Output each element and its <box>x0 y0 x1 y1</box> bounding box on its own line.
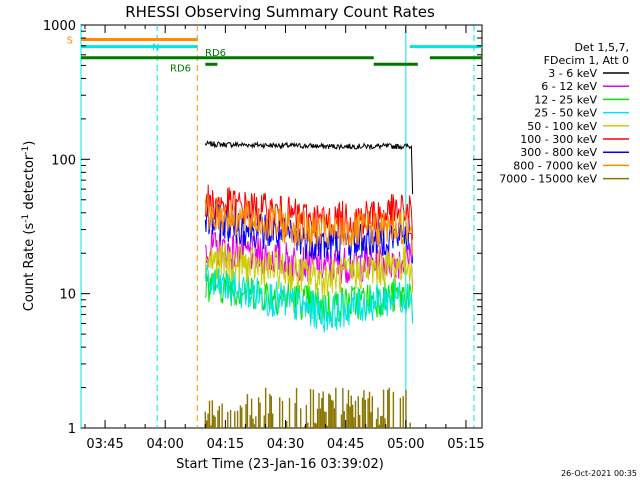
state-label-3: RD6 <box>170 63 191 74</box>
x-tick-label: 04:30 <box>267 437 304 452</box>
legend-label-6-12-kev: 6 - 12 keV <box>541 80 597 93</box>
series-3-6-kev <box>204 140 414 195</box>
legend-label-12-25-kev: 12 - 25 keV <box>534 93 597 106</box>
legend-label-800-7000-kev: 800 - 7000 keV <box>513 159 597 172</box>
legend-header-1: Det 1,5,7, <box>574 41 629 54</box>
legend-label-100-300-kev: 100 - 300 keV <box>520 133 597 146</box>
legend-label-25-50-kev: 25 - 50 keV <box>534 107 597 120</box>
x-tick-label: 05:15 <box>447 437 484 452</box>
chart-title: RHESSI Observing Summary Count Rates <box>125 3 435 21</box>
state-label-1: N <box>152 43 159 54</box>
y-axis: 1 10 100 1000 <box>43 19 482 437</box>
series-25-50-kev <box>204 264 414 333</box>
legend-label-50-100-kev: 50 - 100 keV <box>527 120 597 133</box>
series-7000-15000-kev <box>204 387 411 428</box>
x-tick-label: 04:45 <box>327 437 364 452</box>
legend-label-300-800-kev: 300 - 800 keV <box>520 146 597 159</box>
x-axis: 03:45 04:00 04:15 04:30 04:45 05:00 05:15 <box>84 25 485 452</box>
legend-label-7000-15000-kev: 7000 - 15000 keV <box>499 173 597 186</box>
legend-header-2: FDecim 1, Att 0 <box>544 54 629 67</box>
x-tick-label: 04:15 <box>207 437 244 452</box>
series-50-100-kev <box>204 243 414 297</box>
y-axis-label-sup1: -1 <box>21 214 31 223</box>
series-layer <box>204 140 414 428</box>
x-axis-label: Start Time (23-Jan-16 03:39:02) <box>176 457 384 472</box>
x-tick-label: 04:00 <box>146 437 183 452</box>
y-tick-label: 1000 <box>43 19 76 34</box>
y-tick-label: 10 <box>59 288 76 303</box>
series-100-300-kev <box>204 184 414 240</box>
y-axis-label-main: Count Rate (s <box>22 223 37 312</box>
vertical-markers <box>80 25 475 428</box>
state-label-2: RD6 <box>205 48 226 59</box>
generation-timestamp: 26-Oct-2021 00:35 <box>561 469 637 478</box>
y-axis-label-sup2: -1 <box>21 146 31 155</box>
state-label-0: S <box>67 35 73 46</box>
x-tick-label: 05:00 <box>387 437 424 452</box>
x-tick-label: 03:45 <box>86 437 123 452</box>
y-axis-label-end: ) <box>22 141 37 146</box>
y-axis-label-mid: detector <box>22 154 37 214</box>
legend-label-3-6-kev: 3 - 6 keV <box>548 67 597 80</box>
y-tick-label: 100 <box>51 153 76 168</box>
y-axis-label: Count Rate (s-1 detector-1) <box>21 141 37 312</box>
y-tick-label: 1 <box>68 422 76 437</box>
series-800-7000-kev <box>204 194 414 256</box>
series-12-25-kev <box>204 268 414 324</box>
attenuator-state-bars: S N RD6 RD6 <box>67 35 482 74</box>
